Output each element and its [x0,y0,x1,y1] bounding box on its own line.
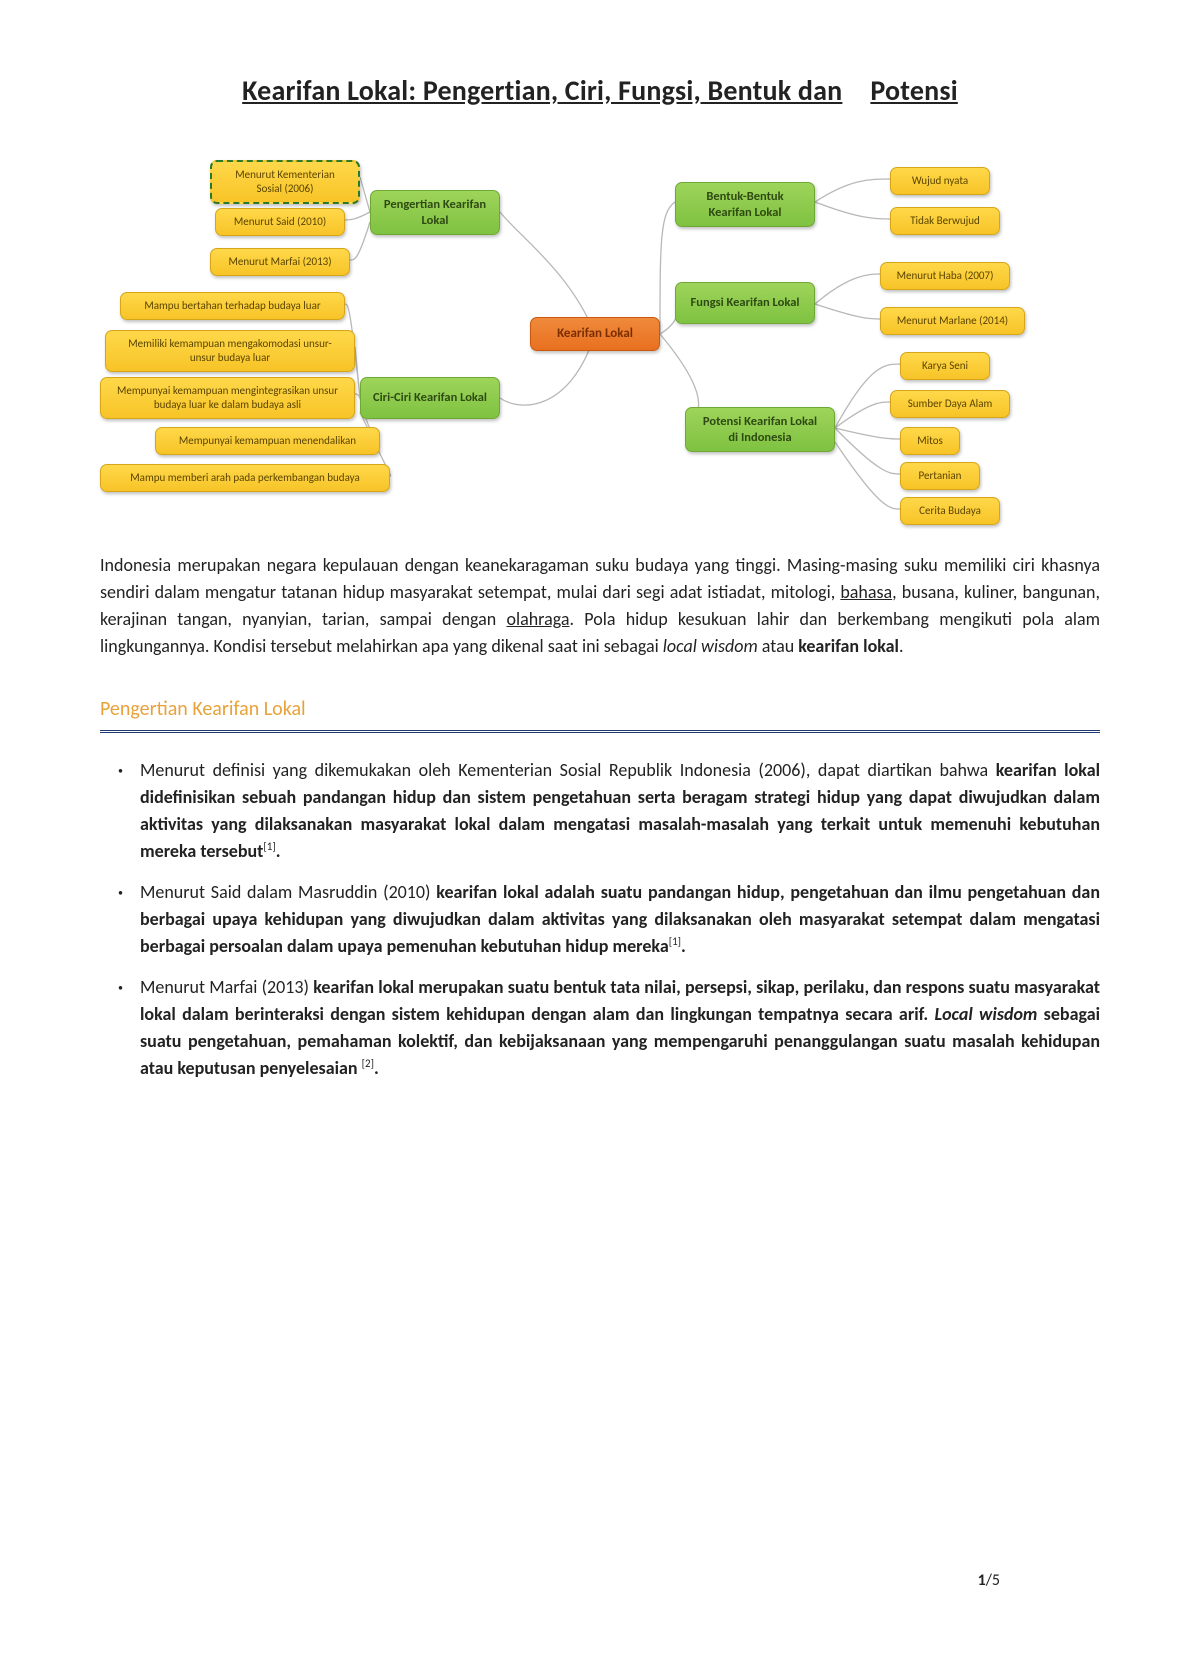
mindmap-node: Menurut Marlane (2014) [880,307,1025,335]
section-heading-pengertian: Pengertian Kearifan Lokal [100,694,1100,733]
mindmap-node: Bentuk-Bentuk Kearifan Lokal [675,182,815,227]
link-olahraga[interactable]: olahraga [506,608,569,630]
link-bahasa[interactable]: bahasa [840,581,892,603]
title-part-b: Potensi [870,73,957,108]
mindmap-node: Menurut Kementerian Sosial (2006) [210,160,360,204]
mindmap-node: Mampu bertahan terhadap budaya luar [120,292,345,320]
intro-text: atau [758,635,798,657]
mindmap-node: Memiliki kemampuan mengakomodasi unsur-u… [105,330,355,372]
definition-item: Menurut Said dalam Masruddin (2010) kear… [140,879,1100,960]
mindmap-diagram: Kearifan Lokal Pengertian Kearifan Lokal C… [100,152,1100,522]
mindmap-node: Menurut Said (2010) [215,208,345,236]
definitions-list: Menurut definisi yang dikemukakan oleh K… [100,757,1100,1082]
mindmap-node: Sumber Daya Alam [890,390,1010,418]
mindmap-node: Menurut Haba (2007) [880,262,1010,290]
mindmap-node: Menurut Marfai (2013) [210,248,350,276]
mindmap-node: Karya Seni [900,352,990,380]
title-part-a: Kearifan Lokal: Pengertian, Ciri, Fungsi… [242,73,842,108]
mindmap-node: Pengertian Kearifan Lokal [370,190,500,235]
mindmap-node: Mempunyai kemampuan menendalikan [155,427,380,455]
mindmap-node: Tidak Berwujud [890,207,1000,235]
mindmap-node: Fungsi Kearifan Lokal [675,282,815,324]
mindmap-node: Ciri-Ciri Kearifan Lokal [360,377,500,419]
intro-bold: kearifan lokal [798,635,899,657]
mindmap-node: Mampu memberi arah pada perkembangan bud… [100,464,390,492]
mindmap-node: Cerita Budaya [900,497,1000,525]
page-current: 1 [978,1571,986,1590]
mindmap-node: Mempunyai kemampuan mengintegrasikan uns… [100,377,355,419]
definition-item: Menurut Marfai (2013) kearifan lokal mer… [140,974,1100,1082]
intro-italic: local wisdom [663,635,758,657]
mindmap-node: Wujud nyata [890,167,990,195]
intro-paragraph: Indonesia merupakan negara kepulauan den… [100,552,1100,660]
page-title: Kearifan Lokal: Pengertian, Ciri, Fungsi… [100,70,1100,112]
page-total: /5 [986,1571,1000,1590]
mindmap-node: Mitos [900,427,960,455]
mindmap-node: Pertanian [900,462,980,490]
mindmap-node: Kearifan Lokal [530,317,660,351]
page-number: 1/5 [978,1569,1000,1593]
mindmap-node: Potensi Kearifan Lokal di Indonesia [685,407,835,452]
intro-text: . [899,635,904,657]
definition-item: Menurut definisi yang dikemukakan oleh K… [140,757,1100,865]
